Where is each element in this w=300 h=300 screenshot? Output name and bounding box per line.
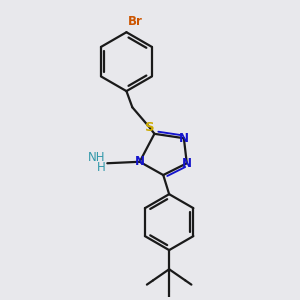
Text: N: N xyxy=(179,132,189,145)
Text: NH: NH xyxy=(88,151,106,164)
Text: N: N xyxy=(182,157,192,170)
Text: Br: Br xyxy=(128,15,143,28)
Text: N: N xyxy=(135,155,145,168)
Text: S: S xyxy=(145,122,155,134)
Text: H: H xyxy=(97,161,106,174)
